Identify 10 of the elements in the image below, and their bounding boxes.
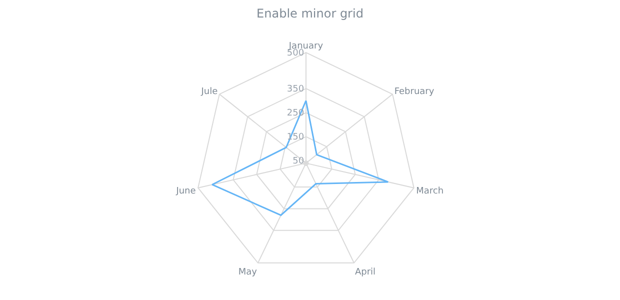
spoke-label: April — [355, 267, 376, 278]
spoke-label: May — [238, 267, 258, 278]
y-tick-label: 500 — [286, 48, 304, 58]
spoke-label: June — [175, 186, 196, 196]
y-tick-label: 350 — [286, 84, 304, 95]
spoke-label: March — [416, 186, 444, 196]
spoke-label: Jule — [200, 87, 218, 98]
chart-title: Enable minor grid — [256, 6, 364, 20]
spoke-label: February — [394, 87, 435, 98]
y-tick-label: 50 — [292, 156, 304, 167]
